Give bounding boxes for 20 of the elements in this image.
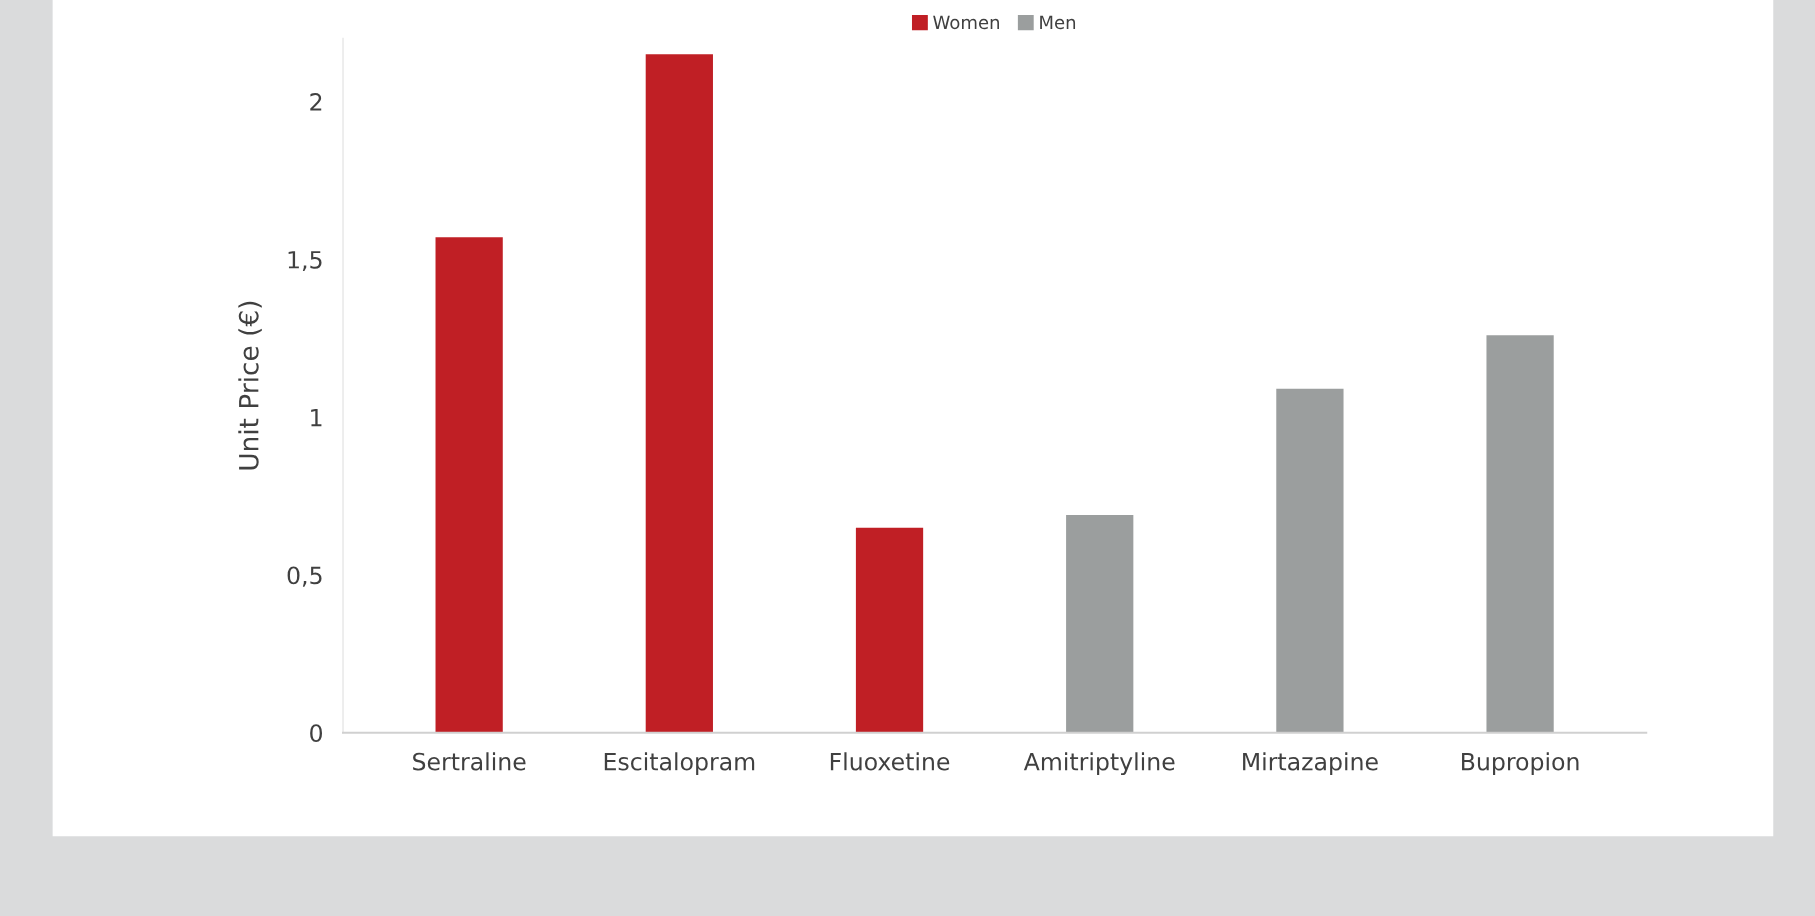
x-tick-label: Amitriptyline bbox=[1023, 752, 1175, 776]
y-tick-label: 1 bbox=[311, 408, 322, 427]
legend-label: Women bbox=[933, 15, 999, 30]
bar bbox=[1486, 335, 1554, 733]
bar bbox=[1066, 515, 1134, 733]
bar bbox=[1276, 388, 1344, 733]
bar bbox=[855, 527, 924, 733]
y-tick-label: 1,5 bbox=[288, 251, 322, 272]
x-tick-label: Mirtazapine bbox=[1243, 752, 1378, 776]
y-tick-label: 0,5 bbox=[287, 566, 322, 587]
x-tick-label: Bupropion bbox=[1462, 752, 1579, 776]
legend-label: Men bbox=[1040, 15, 1076, 30]
x-tick-label: Escitalopram bbox=[604, 752, 755, 776]
bar bbox=[435, 237, 503, 733]
y-tick-label: 2 bbox=[310, 93, 322, 111]
y-tick-label: 0 bbox=[310, 724, 323, 743]
bar bbox=[645, 54, 713, 733]
x-tick-label: Fluoxetine bbox=[830, 752, 950, 771]
y-axis-title: Unit Price (€) bbox=[238, 301, 262, 470]
x-tick-label: Sertraline bbox=[413, 752, 526, 771]
